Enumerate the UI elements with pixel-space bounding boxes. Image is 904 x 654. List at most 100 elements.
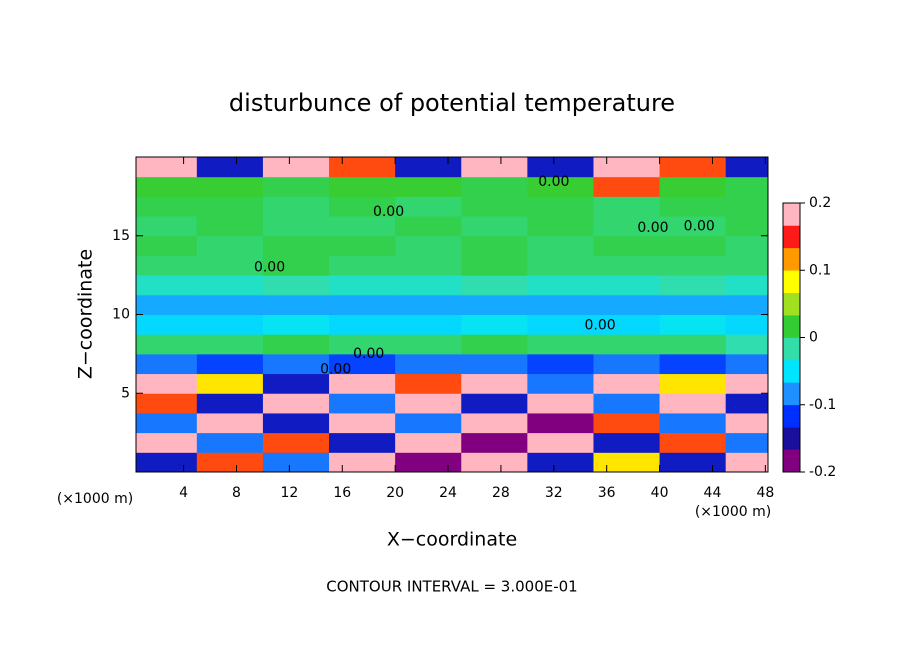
cell	[395, 255, 462, 276]
cell	[461, 334, 528, 355]
cell	[725, 314, 768, 335]
y-tick-label: 15	[112, 228, 130, 244]
colorbar-swatch	[783, 203, 800, 226]
cell	[725, 196, 768, 217]
cell	[329, 255, 396, 276]
colorbar-swatch	[783, 427, 800, 450]
colorbar-tick-label: 0.1	[809, 262, 831, 278]
contour-label: 0.00	[637, 220, 668, 236]
cell	[725, 452, 768, 472]
x-tick-label: 16	[333, 485, 351, 501]
chart-title: disturbunce of potential temperature	[229, 89, 675, 117]
cell	[196, 373, 264, 394]
cell	[196, 432, 264, 453]
cell	[136, 452, 198, 472]
cell	[659, 452, 727, 472]
cell	[725, 412, 768, 434]
cell	[136, 176, 198, 197]
cell	[262, 393, 330, 414]
cell	[395, 235, 462, 256]
cell	[262, 412, 330, 434]
cell	[527, 275, 594, 296]
cell	[329, 235, 396, 256]
cell	[395, 353, 462, 375]
cell	[136, 196, 198, 217]
cell	[527, 353, 594, 375]
cell	[136, 294, 198, 315]
cell	[527, 176, 594, 197]
x-unit: (×1000 m)	[695, 504, 771, 520]
cell	[461, 412, 528, 434]
cell	[262, 235, 330, 256]
cell	[329, 176, 396, 197]
x-tick-label: 8	[232, 485, 241, 501]
cell	[395, 334, 462, 355]
cell	[136, 373, 198, 394]
cell	[659, 412, 727, 434]
cell	[196, 353, 264, 375]
cell	[461, 373, 528, 394]
cell	[461, 176, 528, 197]
cell	[329, 412, 396, 434]
cell	[527, 334, 594, 355]
cell	[262, 196, 330, 217]
colorbar-swatch	[783, 359, 800, 383]
cell	[329, 432, 396, 453]
cell	[395, 314, 462, 335]
cell	[725, 393, 768, 414]
cell	[593, 334, 661, 355]
cell	[461, 393, 528, 414]
colorbar-tick-label: 0.2	[809, 195, 831, 211]
x-tick-label: 12	[280, 485, 298, 501]
colorbar: 0.2 0.1 0 -0.1 -0.2	[782, 195, 836, 480]
cell	[725, 373, 768, 394]
cell	[395, 373, 462, 394]
cell	[136, 157, 198, 178]
y-tick-label: 10	[112, 307, 130, 323]
cell	[136, 235, 198, 256]
cell	[527, 412, 594, 434]
cell	[527, 196, 594, 217]
cell	[329, 353, 396, 375]
cell	[725, 216, 768, 237]
cell	[196, 412, 264, 434]
cell	[527, 452, 594, 472]
colorbar-swatch	[783, 337, 800, 361]
cell	[461, 353, 528, 375]
cell	[461, 196, 528, 217]
cell	[527, 216, 594, 237]
cell	[395, 216, 462, 237]
cell	[395, 452, 462, 472]
x-tick-label: 48	[756, 485, 774, 501]
cell	[262, 353, 330, 375]
cell	[329, 334, 396, 355]
contour-label: 0.00	[353, 346, 384, 362]
cell	[659, 196, 727, 217]
cell	[593, 412, 661, 434]
cell	[329, 157, 396, 178]
cell	[136, 353, 198, 375]
cell	[395, 432, 462, 453]
x-tick-label: 32	[545, 485, 563, 501]
cell	[395, 412, 462, 434]
cell	[196, 334, 264, 355]
cell	[262, 373, 330, 394]
colorbar-swatch	[783, 292, 800, 316]
cell	[329, 373, 396, 394]
colorbar-swatch	[783, 382, 800, 406]
cell	[593, 373, 661, 394]
colorbar-tick-label: -0.1	[809, 397, 836, 413]
cell	[461, 157, 528, 178]
cell	[262, 255, 330, 276]
cell	[395, 294, 462, 315]
cell	[593, 294, 661, 315]
cell	[527, 373, 594, 394]
cell	[136, 393, 198, 414]
cell	[659, 255, 727, 276]
cell	[593, 353, 661, 375]
cell	[395, 176, 462, 197]
cell	[593, 314, 661, 335]
cell	[461, 452, 528, 472]
colorbar-swatch	[783, 247, 800, 271]
